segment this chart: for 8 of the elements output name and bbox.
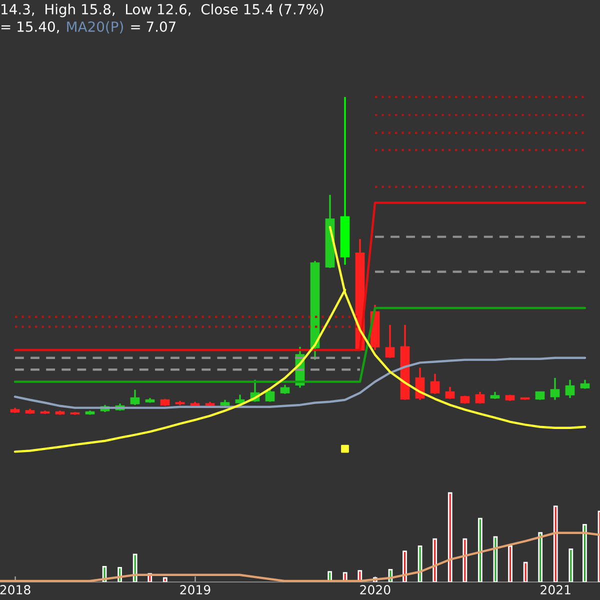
text: = 7.07 — [131, 21, 176, 32]
x-tick-label: 2019 — [180, 585, 210, 594]
x-tick-label: 2020 — [360, 585, 390, 594]
x-tick-label: 2021 — [540, 585, 570, 594]
text: = 15.40, — [1, 21, 59, 34]
x-tick-label: 2018 — [0, 585, 30, 594]
text: 14.3, High 15.8, Low 12.6, Close 15.4 (7.7%) — [2, 4, 324, 18]
text: MA20(P) — [67, 21, 123, 34]
